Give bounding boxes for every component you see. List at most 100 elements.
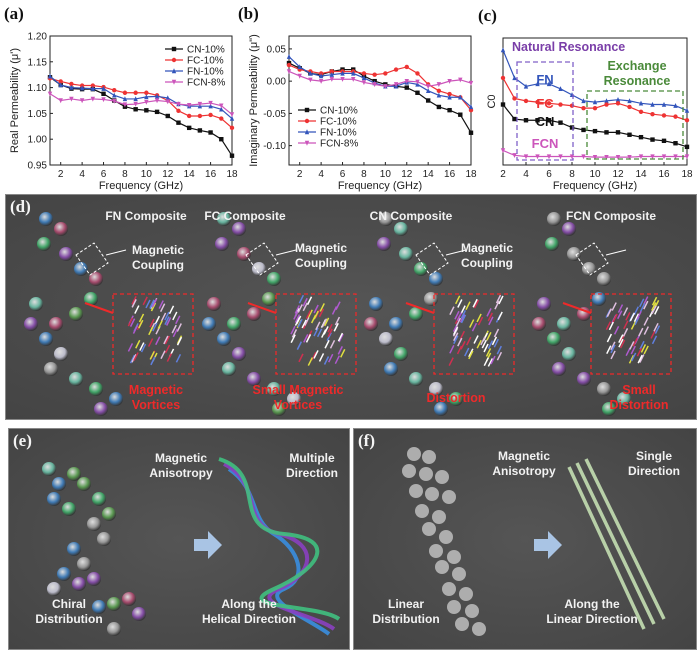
nanoparticle (532, 317, 546, 331)
nanoparticle (89, 382, 103, 396)
chart-c: 2 4 6 8 10 12 14 16 18 Frequency (GHz) C0 Natural R… (486, 37, 693, 192)
nanoparticle (77, 477, 91, 491)
data-point (101, 85, 106, 91)
spin-vector (149, 351, 155, 360)
zoom-pointer (562, 302, 592, 314)
spin-vector (327, 323, 333, 333)
coupling-label-2: Magnetic Coupling (294, 241, 348, 270)
data-point (208, 130, 213, 135)
spin-vector (608, 321, 615, 331)
series-line-FC-10% (288, 64, 472, 111)
data-point (684, 154, 690, 160)
spin-vector (466, 336, 472, 346)
data-point (535, 81, 540, 87)
data-point (415, 90, 420, 95)
data-point (638, 154, 644, 160)
x-tick-label: 14 (184, 169, 196, 180)
coupling-leader (275, 249, 297, 256)
nanoparticle (439, 530, 453, 544)
coupling-leader (105, 249, 127, 256)
nanoparticle (429, 382, 443, 396)
data-point (90, 85, 96, 91)
spin-vector (149, 318, 155, 328)
data-point (90, 83, 96, 88)
data-point (447, 107, 452, 113)
x-tick-label: 4 (318, 169, 324, 180)
series-line-FN-10% (49, 75, 233, 120)
spin-vector (333, 322, 339, 332)
spin-vector (643, 345, 649, 355)
data-point (404, 85, 409, 90)
data-point (684, 118, 690, 123)
data-point (592, 128, 598, 134)
zoom-pointer (84, 302, 114, 314)
coupling-label-1: Magnetic Coupling (131, 243, 185, 272)
legend-marker (171, 79, 177, 85)
x-tick-label: 10 (380, 169, 392, 180)
nanoparticle (54, 222, 68, 236)
x-tick-label: 8 (122, 169, 128, 180)
data-point (638, 100, 644, 106)
curve-label-FCN: FCN (532, 136, 559, 151)
spin-vector (301, 319, 307, 329)
data-point (286, 62, 292, 68)
composite-title-fcn: FCN Composite (566, 209, 656, 223)
data-point (154, 93, 160, 99)
nanoparticle (409, 484, 423, 498)
nanoparticle (562, 222, 576, 236)
spin-vector (160, 312, 167, 322)
spin-vector (610, 341, 616, 351)
spin-vector (639, 298, 645, 308)
data-point (286, 69, 292, 75)
spin-vector (140, 343, 147, 353)
legend-marker (171, 68, 177, 74)
y-axis-label: Imaginary Permeability (μ") (248, 34, 260, 167)
x-tick-label: 12 (162, 169, 174, 180)
spin-vector (175, 315, 181, 325)
right-arrow-icon (194, 531, 222, 559)
spin-vector (610, 350, 616, 360)
data-point (468, 104, 474, 110)
nanoparticle (459, 587, 473, 601)
nanoparticle (447, 600, 461, 614)
data-point (627, 132, 632, 137)
nanoparticle (597, 272, 611, 286)
spin-vector (473, 299, 480, 309)
data-point (176, 108, 181, 114)
y-axis-label: Real Permeability (μ') (9, 48, 21, 153)
spin-vector (129, 354, 136, 364)
data-point (69, 81, 74, 87)
spin-vector (494, 300, 500, 310)
data-point (500, 47, 506, 53)
spin-vector (150, 356, 156, 366)
spin-vector (147, 338, 154, 347)
panel-label-e: (e) (13, 431, 32, 450)
spin-vector (629, 341, 635, 350)
nanoparticle (432, 510, 446, 524)
y-tick-label: 1.00 (28, 135, 48, 146)
spin-vector (303, 334, 309, 343)
spin-vector (315, 321, 321, 331)
spin-vector (610, 344, 616, 354)
x-axis-label: Frequency (GHz) (553, 180, 637, 192)
nanoparticle (77, 557, 91, 571)
spin-vector (481, 339, 487, 349)
data-point (436, 88, 442, 94)
spin-vector (331, 306, 338, 315)
nanoparticle (69, 307, 83, 321)
y-tick-label: 0.00 (267, 77, 287, 88)
nanoparticle (369, 297, 383, 311)
data-point (318, 73, 324, 79)
panel-label-c: (c) (478, 6, 497, 25)
nanoparticle (67, 542, 81, 556)
nanoparticle (384, 362, 398, 376)
y-tick-label: 0.05 (267, 44, 287, 55)
zoom-box (590, 293, 672, 375)
plot-frame (288, 35, 472, 166)
composite-title-fn: FN Composite (105, 209, 187, 223)
spin-vector (176, 336, 183, 346)
nanoparticle (287, 392, 301, 406)
direction-label-e: Multiple Direction (285, 451, 339, 480)
spin-vector (305, 334, 312, 343)
